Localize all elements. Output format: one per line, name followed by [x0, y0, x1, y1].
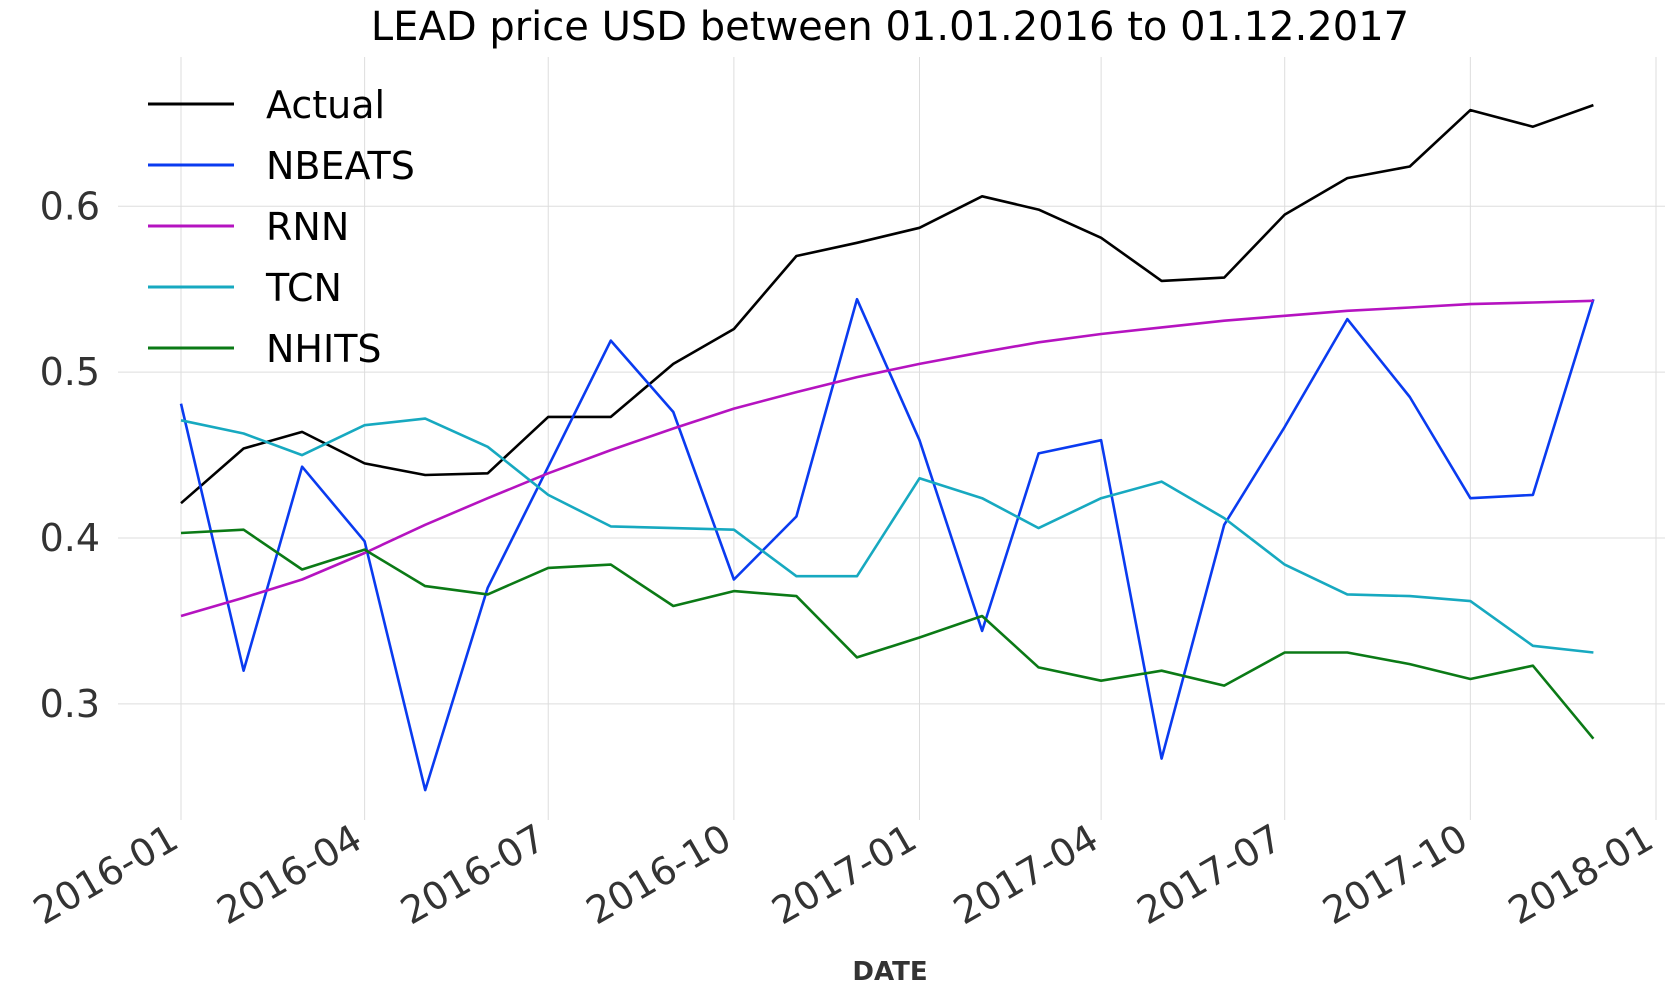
y-tick-label: 0.6 — [40, 184, 100, 228]
x-axis-ticks: 2016-01 2016-04 2016-07 2016-10 2017-01 2017-… — [26, 816, 1661, 933]
x-tick-label: 2017-07 — [1130, 816, 1290, 933]
x-tick-label: 2017-10 — [1315, 816, 1475, 933]
x-axis-label: DATE — [852, 957, 927, 987]
y-tick-label: 0.5 — [40, 350, 100, 394]
chart-title: LEAD price USD between 01.01.2016 to 01.… — [371, 4, 1409, 50]
series-line-tcn — [180, 417, 1594, 654]
x-tick-label: 2016-01 — [26, 816, 186, 933]
series-lines — [179, 103, 1595, 792]
grid — [118, 57, 1665, 820]
series-line-nbeats — [179, 297, 1595, 792]
y-axis-ticks: 0.3 0.4 0.5 0.6 — [40, 184, 100, 726]
legend-label: TCN — [265, 266, 342, 310]
x-tick-label: 2017-01 — [765, 816, 925, 933]
series-line-rnn — [180, 299, 1594, 618]
legend: Actual NBEATS RNN TCN NHITS — [148, 83, 415, 371]
y-tick-label: 0.4 — [40, 516, 100, 560]
x-tick-label: 2017-04 — [946, 816, 1106, 933]
legend-label: RNN — [266, 205, 349, 249]
x-tick-label: 2016-04 — [210, 816, 370, 933]
legend-label: NHITS — [266, 327, 382, 371]
x-tick-label: 2016-10 — [579, 816, 739, 933]
x-tick-label: 2016-07 — [393, 816, 553, 933]
legend-label: NBEATS — [266, 144, 415, 188]
x-tick-label: 2018-01 — [1501, 816, 1661, 933]
series-line-actual — [180, 103, 1594, 505]
series-line-nhits — [180, 528, 1595, 740]
y-tick-label: 0.3 — [40, 682, 100, 726]
legend-label: Actual — [266, 83, 385, 127]
